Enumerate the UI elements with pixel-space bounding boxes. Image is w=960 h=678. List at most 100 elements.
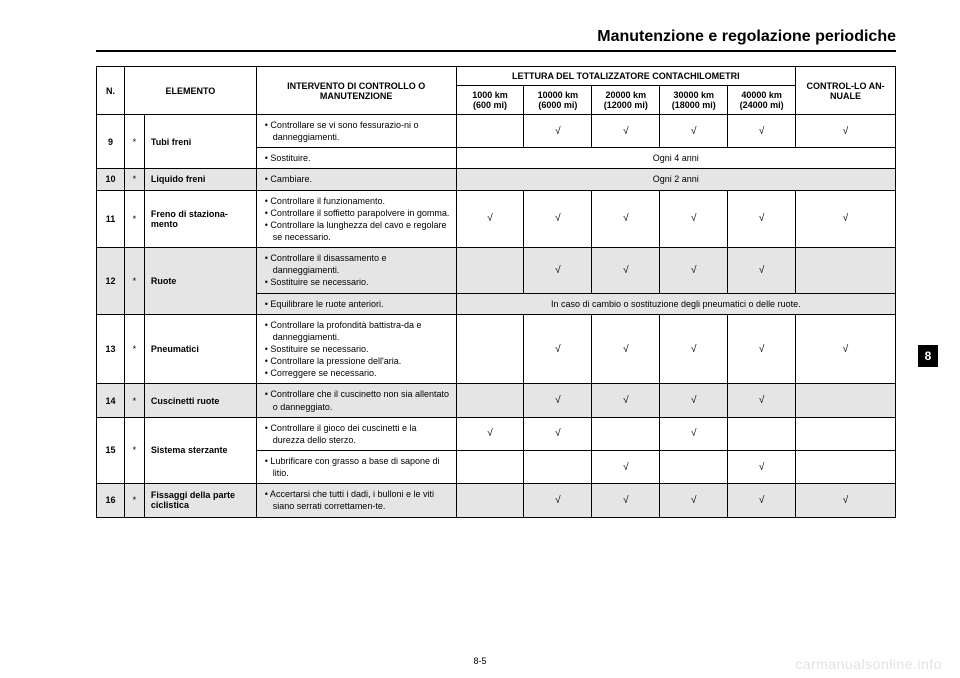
tick-cell: √ (728, 190, 796, 248)
row-number: 15 (97, 417, 125, 484)
row-elemento: Sistema sterzante (144, 417, 256, 484)
tick-cell: √ (660, 384, 728, 417)
row-elemento: Cuscinetti ruote (144, 384, 256, 417)
tick-cell: √ (660, 190, 728, 248)
tick-cell: √ (660, 417, 728, 450)
row-number: 10 (97, 169, 125, 190)
row-action: • Controllare la profondità battistra-da… (256, 314, 456, 384)
row-elemento: Freno di staziona-mento (144, 190, 256, 248)
action-bullet: • Sostituire. (263, 152, 450, 164)
tick-cell (456, 484, 524, 517)
header-km-0: 1000 km (600 mi) (456, 86, 524, 115)
action-bullet: • Controllare la profondità battistra-da… (263, 319, 450, 343)
row-elemento: Pneumatici (144, 314, 256, 384)
header-lettura: LETTURA DEL TOTALIZZATORE CONTACHILOMETR… (456, 67, 796, 86)
header-km-2: 20000 km (12000 mi) (592, 86, 660, 115)
tick-cell (592, 417, 660, 450)
row-span-note: In caso di cambio o sostituzione degli p… (456, 293, 895, 314)
tick-cell (456, 314, 524, 384)
tick-cell: √ (728, 115, 796, 148)
section-title: Manutenzione e regolazione periodiche (96, 28, 896, 52)
action-bullet: • Controllare il funzionamento. (263, 195, 450, 207)
table-row: 12*Ruote• Controllare il disassamento e … (97, 248, 896, 293)
action-bullet: • Sostituire se necessario. (263, 343, 450, 355)
row-elemento: Tubi freni (144, 115, 256, 169)
action-bullet: • Lubrificare con grasso a base di sapon… (263, 455, 450, 479)
table-row: 10*Liquido freni• Cambiare.Ogni 2 anni (97, 169, 896, 190)
row-action: • Accertarsi che tutti i dadi, i bulloni… (256, 484, 456, 517)
row-number: 13 (97, 314, 125, 384)
table-row: 9*Tubi freni• Controllare se vi sono fes… (97, 115, 896, 148)
row-asterisk: * (124, 115, 144, 169)
table-row: 11*Freno di staziona-mento • Controllare … (97, 190, 896, 248)
tick-cell: √ (796, 314, 896, 384)
header-km-1: 10000 km (6000 mi) (524, 86, 592, 115)
tick-cell: √ (592, 450, 660, 483)
row-elemento: Liquido freni (144, 169, 256, 190)
row-elemento: Ruote (144, 248, 256, 315)
action-bullet: • Sostituire se necessario. (263, 276, 450, 288)
tick-cell: √ (660, 248, 728, 293)
action-bullet: • Correggere se necessario. (263, 367, 450, 379)
row-number: 14 (97, 384, 125, 417)
row-span-note: Ogni 2 anni (456, 169, 895, 190)
tick-cell: √ (796, 190, 896, 248)
action-bullet: • Equilibrare le ruote anteriori. (263, 298, 450, 310)
tick-cell: √ (524, 190, 592, 248)
action-bullet: • Controllare la lunghezza del cavo e re… (263, 219, 450, 243)
tick-cell: √ (592, 248, 660, 293)
row-action: • Sostituire. (256, 148, 456, 169)
row-action: • Controllare se vi sono fessurazio-ni o… (256, 115, 456, 148)
tick-cell: √ (592, 484, 660, 517)
tick-cell: √ (524, 314, 592, 384)
tick-cell: √ (728, 484, 796, 517)
row-number: 12 (97, 248, 125, 315)
tick-cell: √ (796, 484, 896, 517)
tick-cell (796, 417, 896, 450)
table-row: 16*Fissaggi della parte ciclistica• Acce… (97, 484, 896, 517)
action-bullet: • Controllare se vi sono fessurazio-ni o… (263, 119, 450, 143)
table-row: 13*Pneumatici • Controllare la profondità… (97, 314, 896, 384)
page-number: 8-5 (473, 656, 486, 666)
tick-cell (796, 248, 896, 293)
action-bullet: • Controllare la pressione dell'aria. (263, 355, 450, 367)
tick-cell: √ (728, 384, 796, 417)
row-number: 11 (97, 190, 125, 248)
row-asterisk: * (124, 190, 144, 248)
tick-cell: √ (728, 314, 796, 384)
tick-cell: √ (456, 190, 524, 248)
row-asterisk: * (124, 169, 144, 190)
tick-cell: √ (796, 115, 896, 148)
page-container: Manutenzione e regolazione periodiche N.… (0, 0, 960, 678)
row-action: • Controllare il gioco dei cuscinetti e … (256, 417, 456, 450)
header-km-4: 40000 km (24000 mi) (728, 86, 796, 115)
header-n: N. (97, 67, 125, 115)
row-asterisk: * (124, 314, 144, 384)
table-row: 15*Sistema sterzante• Controllare il gio… (97, 417, 896, 450)
row-action: • Equilibrare le ruote anteriori. (256, 293, 456, 314)
tick-cell: √ (524, 384, 592, 417)
tick-cell: √ (592, 190, 660, 248)
row-asterisk: * (124, 417, 144, 484)
row-span-note: Ogni 4 anni (456, 148, 895, 169)
tick-cell: √ (728, 450, 796, 483)
row-number: 9 (97, 115, 125, 169)
tick-cell (456, 248, 524, 293)
tick-cell (524, 450, 592, 483)
action-bullet: • Controllare il gioco dei cuscinetti e … (263, 422, 450, 446)
tick-cell: √ (524, 248, 592, 293)
row-elemento: Fissaggi della parte ciclistica (144, 484, 256, 517)
header-elemento: ELEMENTO (124, 67, 256, 115)
tick-cell: √ (592, 384, 660, 417)
row-number: 16 (97, 484, 125, 517)
row-action: • Cambiare. (256, 169, 456, 190)
table-body: 9*Tubi freni• Controllare se vi sono fes… (97, 115, 896, 518)
row-asterisk: * (124, 248, 144, 315)
row-asterisk: * (124, 484, 144, 517)
tick-cell: √ (660, 115, 728, 148)
table-header: N. ELEMENTO INTERVENTO DI CONTROLLO O MA… (97, 67, 896, 115)
row-asterisk: * (124, 384, 144, 417)
tick-cell: √ (660, 484, 728, 517)
tick-cell: √ (728, 248, 796, 293)
tick-cell (796, 450, 896, 483)
